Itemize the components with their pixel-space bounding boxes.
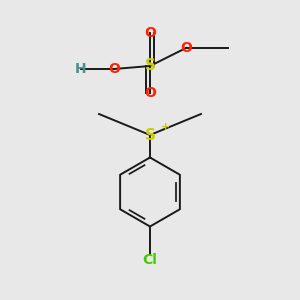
- Text: Cl: Cl: [142, 253, 158, 266]
- Text: O: O: [108, 62, 120, 76]
- Text: O: O: [144, 26, 156, 40]
- Text: S: S: [145, 58, 155, 74]
- Text: O: O: [144, 86, 156, 100]
- Text: S: S: [145, 128, 155, 142]
- Text: H: H: [75, 62, 87, 76]
- Text: +: +: [160, 122, 169, 133]
- Text: O: O: [180, 41, 192, 55]
